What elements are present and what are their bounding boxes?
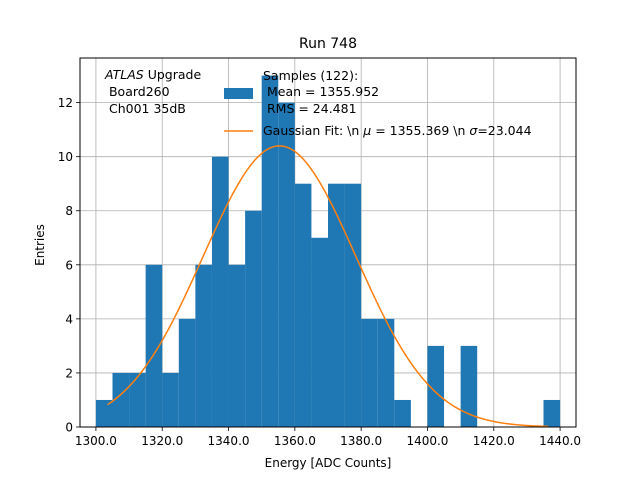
- y-tick-label-4: 8: [65, 204, 73, 218]
- histogram-bar-20: [427, 345, 445, 427]
- x-tick-label-7: 1440.0: [539, 434, 581, 448]
- legend-hist-line-1: Samples (122):: [263, 68, 358, 83]
- histogram-bar-1: [112, 372, 130, 427]
- legend: Samples (122): Mean = 1355.952 RMS = 24.…: [224, 68, 532, 138]
- legend-fit-prefix: Gaussian Fit: \n: [263, 123, 363, 138]
- histogram-bar-4: [162, 372, 179, 427]
- x-tick-label-5: 1400.0: [406, 434, 448, 448]
- histogram-bar-11: [278, 102, 295, 427]
- histogram-bar-16: [361, 318, 378, 427]
- x-axis-label: Energy [ADC Counts]: [265, 456, 392, 470]
- x-tick-label-0: 1300.0: [75, 434, 117, 448]
- histogram-bar-15: [344, 183, 362, 427]
- histogram-bar-9: [245, 210, 262, 427]
- x-tick-label-1: 1320.0: [141, 434, 183, 448]
- histogram-bar-10: [261, 75, 279, 428]
- x-tick-label-3: 1360.0: [274, 434, 316, 448]
- legend-hist-line-2: Mean = 1355.952: [263, 84, 379, 99]
- y-axis-label: Entries: [33, 224, 47, 266]
- annotation-line-2: Board260: [105, 84, 170, 99]
- histogram-bar-6: [195, 264, 212, 427]
- legend-fit-sigma: σ: [469, 123, 478, 138]
- histogram-bar-18: [394, 399, 411, 427]
- gaussian-fit-curve: [107, 145, 549, 428]
- y-tick-label-2: 4: [65, 312, 73, 326]
- legend-fit-sigma-value: =23.044: [477, 123, 531, 138]
- histogram-bar-17: [377, 318, 395, 427]
- histogram-bar-13: [311, 237, 328, 427]
- histogram-bar-14: [328, 183, 345, 427]
- histogram-bar-7: [211, 156, 229, 427]
- histogram-bars: [95, 75, 561, 428]
- histogram-bar-2: [129, 372, 146, 427]
- y-tick-label-1: 2: [65, 366, 73, 380]
- legend-fit-mu: μ: [362, 123, 371, 138]
- atlas-annotation: ATLAS Upgrade Board260 Ch001 35dB: [104, 67, 201, 116]
- x-axis-ticks: 1300.0 1320.0 1340.0 1360.0 1380.0 1400.0 1420…: [75, 427, 581, 448]
- annotation-upgrade: Upgrade: [144, 67, 202, 82]
- y-tick-label-6: 12: [58, 96, 73, 110]
- annotation-line-3: Ch001 35dB: [105, 101, 186, 116]
- y-tick-label-3: 6: [65, 258, 73, 272]
- y-axis-ticks: 0 2 4 6 8 10 12: [58, 96, 80, 435]
- plot-frame: [79, 57, 577, 428]
- histogram-bar-3: [145, 264, 163, 427]
- x-tick-label-4: 1380.0: [340, 434, 382, 448]
- legend-fit-label: Gaussian Fit: \n μ = 1355.369 \n σ=23.04…: [263, 123, 532, 138]
- annotation-line-1: ATLAS Upgrade: [104, 67, 201, 82]
- histogram-bar-0: [95, 399, 113, 427]
- y-tick-label-0: 0: [65, 421, 73, 435]
- x-tick-label-2: 1340.0: [208, 434, 250, 448]
- histogram-bar-22: [460, 345, 478, 427]
- legend-fit-mu-value: = 1355.369 \n: [371, 123, 469, 138]
- legend-hist-swatch: [224, 88, 253, 99]
- chart-title: Run 748: [299, 36, 357, 52]
- annotation-atlas: ATLAS: [104, 67, 144, 82]
- histogram-bar-5: [178, 318, 196, 427]
- y-tick-label-5: 10: [58, 150, 73, 164]
- legend-hist-line-3: RMS = 24.481: [263, 101, 357, 116]
- histogram-bar-8: [228, 264, 246, 427]
- histogram-bar-27: [543, 399, 561, 427]
- histogram-bar-12: [294, 183, 312, 427]
- x-tick-label-6: 1420.0: [473, 434, 515, 448]
- gaussian-fit-layer: [107, 145, 549, 428]
